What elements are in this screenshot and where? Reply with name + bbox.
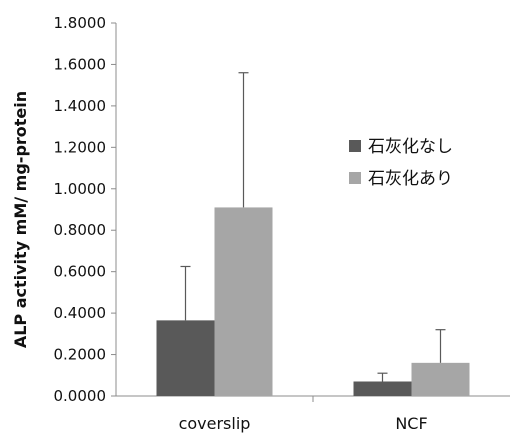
bar-coverslip-1 [214,207,273,396]
y-tick-label: 1.6000 [54,55,107,73]
y-tick-label: 1.8000 [54,14,107,32]
y-tick-label: 1.2000 [54,138,107,156]
x-category-label: NCF [395,414,427,433]
y-tick-label: 0.8000 [54,221,107,239]
bar-NCF-0 [353,381,412,396]
bar-coverslip-0 [156,320,215,396]
legend-label-1: 石灰化あり [368,169,453,189]
y-tick-label: 0.4000 [54,304,107,322]
legend-label-0: 石灰化なし [368,137,453,157]
y-axis-label: ALP activity mM/ mg-protein [11,91,30,348]
y-tick-label: 1.0000 [54,180,107,198]
x-category-label: coverslip [179,414,251,433]
legend-swatch-0 [349,140,361,152]
legend-swatch-1 [349,172,361,184]
bars-group [156,207,470,396]
error-bars-group [180,72,446,382]
y-tick-label: 1.4000 [54,97,107,115]
x-axis-categories: coverslip NCF [179,396,428,433]
y-tick-label: 0.0000 [54,387,107,405]
y-tick-label: 0.2000 [54,346,107,364]
bar-NCF-1 [411,362,470,396]
y-axis-ticks: 0.0000 0.2000 0.4000 0.6000 0.8000 1.0000 1.20… [54,14,116,405]
y-tick-label: 0.6000 [54,263,107,281]
